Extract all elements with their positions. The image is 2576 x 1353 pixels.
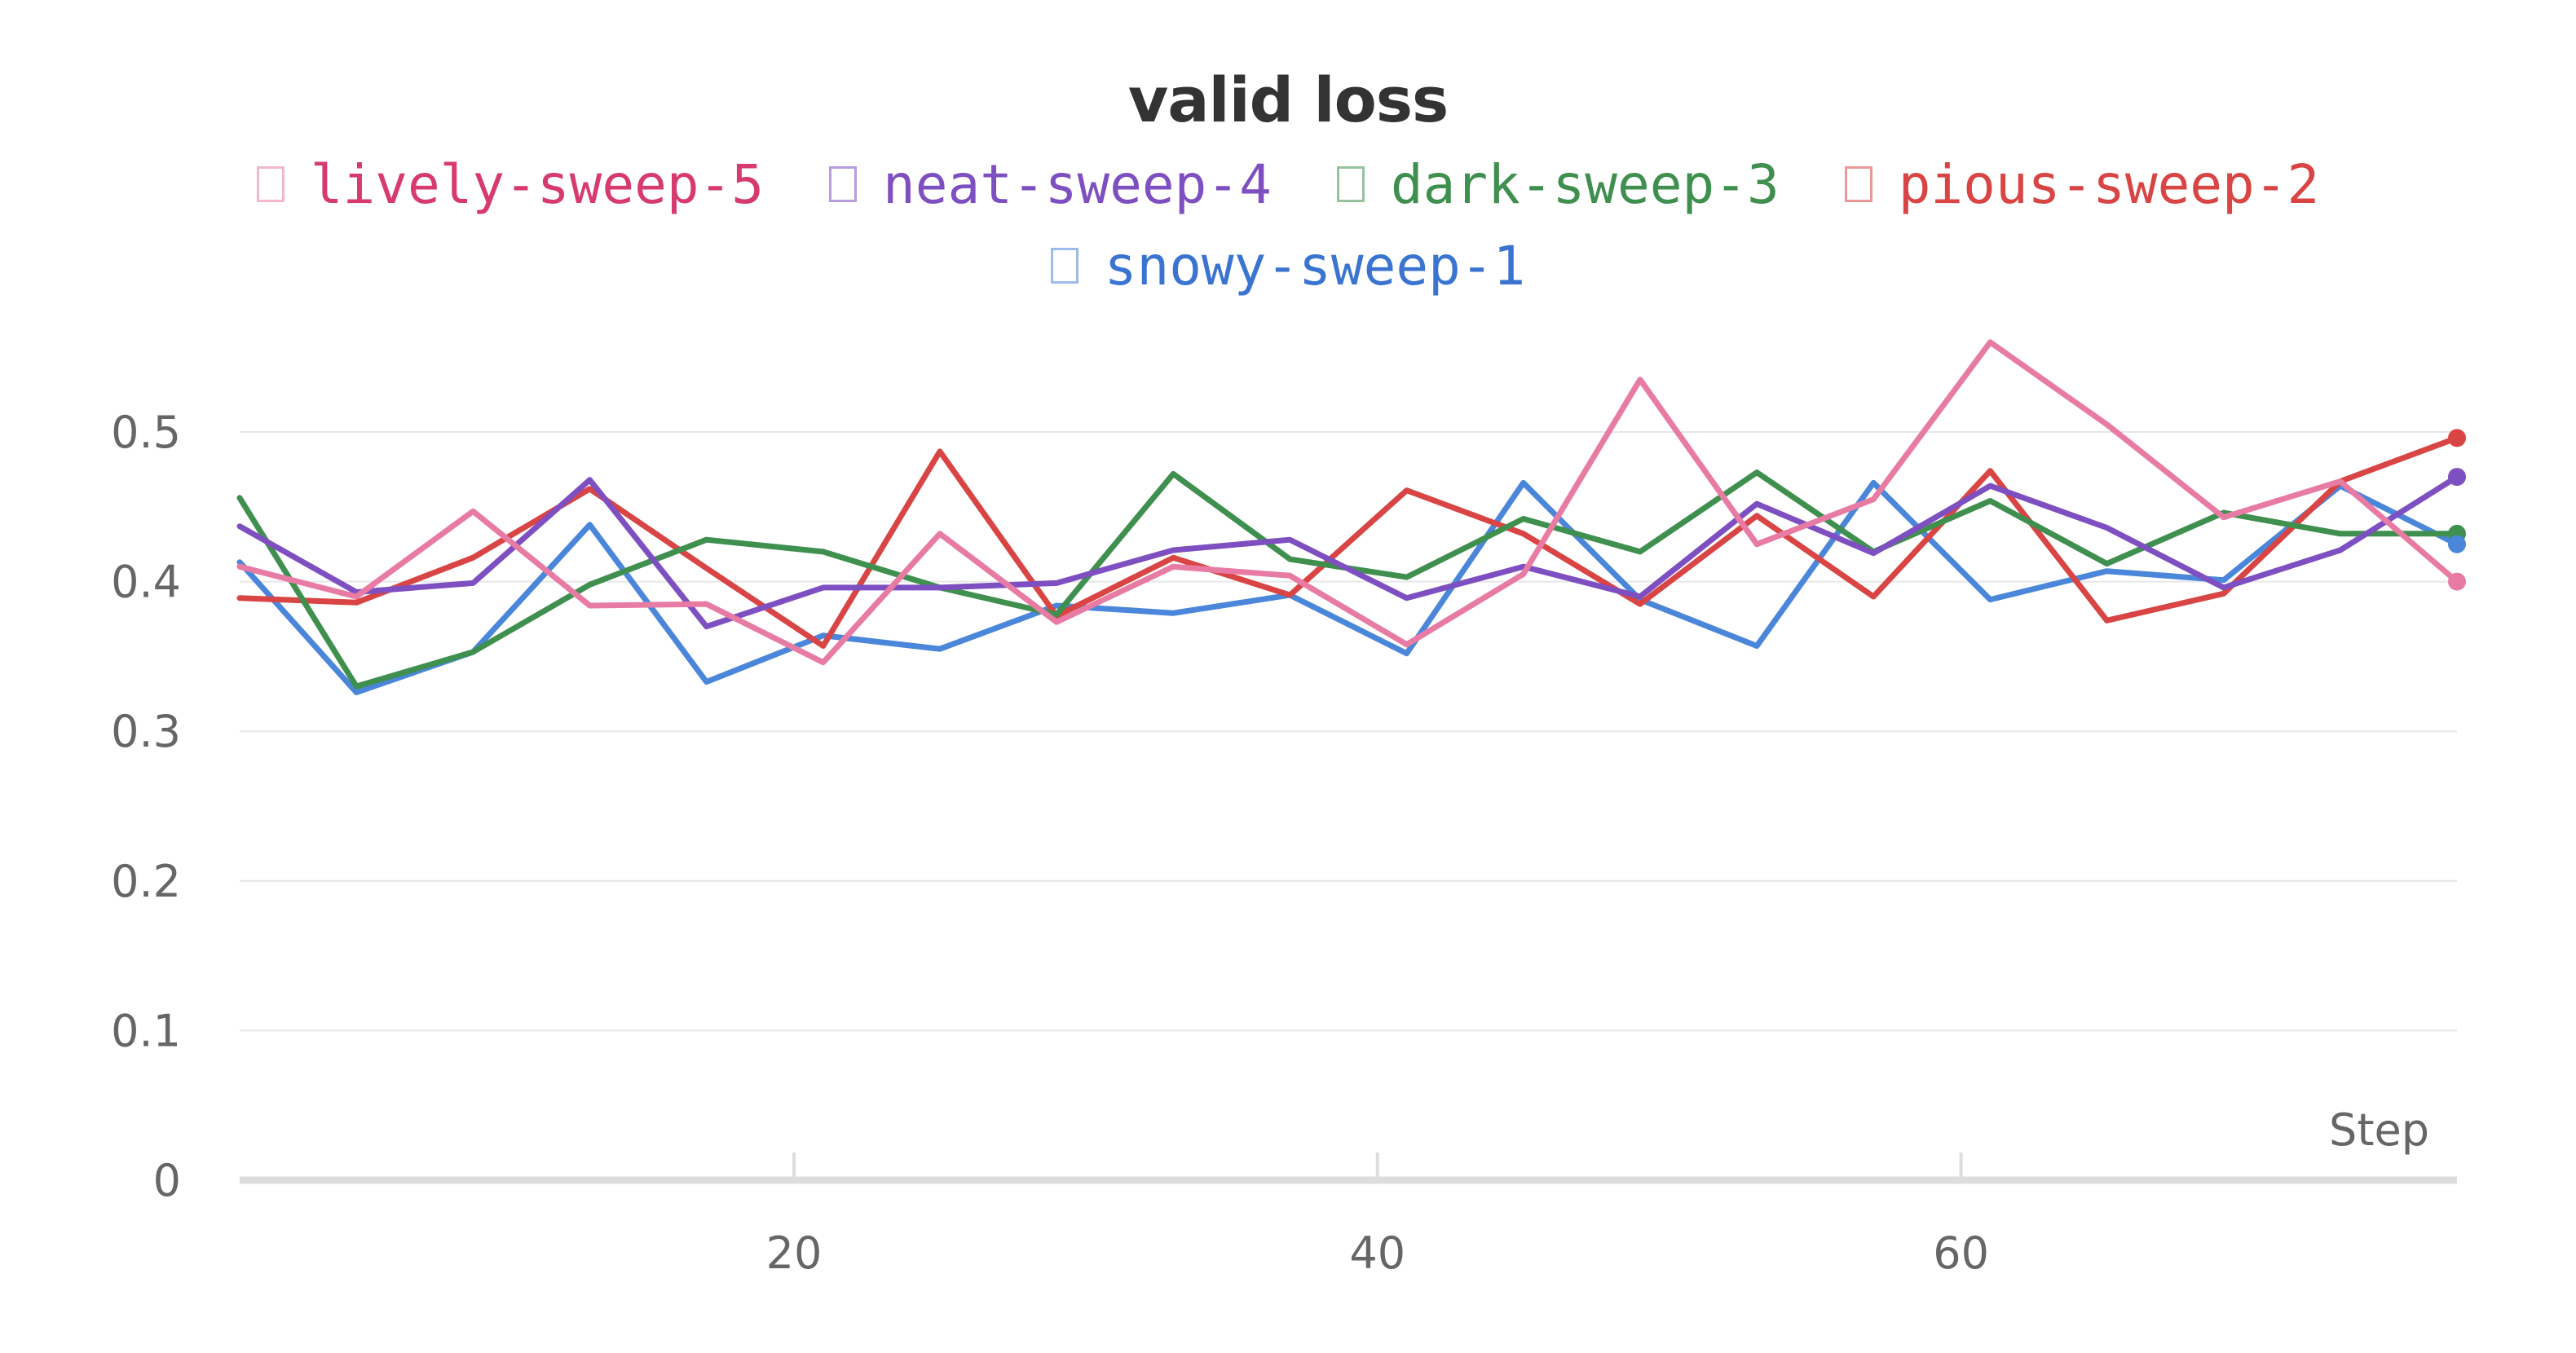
x-axis-title: Step: [2329, 1104, 2429, 1156]
legend-item-neat-sweep-4[interactable]: neat-sweep-4: [829, 152, 1272, 216]
legend-label: lively-sweep-5: [310, 152, 765, 216]
y-tick-label: 0.2: [111, 856, 181, 907]
series-end-marker-pious-sweep-2: [2448, 429, 2466, 447]
x-tick-label: 40: [1349, 1227, 1405, 1279]
chart-title: valid loss: [1127, 64, 1449, 136]
legend-label: pious-sweep-2: [1898, 152, 2320, 216]
series-end-marker-neat-sweep-4: [2448, 468, 2466, 487]
legend-label: neat-sweep-4: [883, 152, 1272, 216]
legend: lively-sweep-5 neat-sweep-4 dark-sweep-3 pi…: [122, 152, 2454, 297]
legend-item-dark-sweep-3[interactable]: dark-sweep-3: [1336, 152, 1780, 216]
y-tick-label: 0.5: [111, 407, 181, 458]
y-axis: 0 0.1 0.2 0.3 0.4 0.5: [111, 407, 181, 1206]
series-end-marker-lively-sweep-5: [2448, 572, 2466, 591]
legend-swatch-icon: [829, 166, 858, 202]
x-tick-label: 20: [766, 1227, 823, 1279]
legend-swatch-icon: [1336, 166, 1365, 202]
legend-item-lively-sweep-5[interactable]: lively-sweep-5: [256, 152, 765, 216]
series-line-lively-sweep-5: [236, 339, 2460, 666]
legend-label: dark-sweep-3: [1390, 152, 1780, 216]
series-line-neat-sweep-4: [236, 474, 2460, 630]
x-axis: 20 40 60: [240, 1152, 2457, 1279]
legend-label: snowy-sweep-1: [1104, 234, 1526, 297]
y-tick-label: 0.1: [111, 1005, 181, 1056]
x-tick-label: 60: [1933, 1227, 1989, 1279]
series-end-marker-snowy-sweep-1: [2448, 535, 2466, 553]
series-line-dark-sweep-3: [236, 469, 2460, 690]
y-tick-label: 0.3: [111, 706, 181, 757]
end-markers: [2448, 429, 2466, 591]
legend-swatch-icon: [256, 166, 285, 202]
y-tick-label: 0.4: [111, 557, 181, 608]
series-line-snowy-sweep-1: [236, 479, 2460, 695]
legend-swatch-icon: [1844, 166, 1872, 202]
legend-item-pious-sweep-2[interactable]: pious-sweep-2: [1844, 152, 2320, 216]
series-lines: [236, 339, 2460, 695]
legend-item-snowy-sweep-1[interactable]: snowy-sweep-1: [1050, 234, 1526, 297]
legend-swatch-icon: [1050, 248, 1078, 284]
gridlines: [240, 431, 2457, 1032]
y-tick-label: 0: [153, 1155, 181, 1206]
